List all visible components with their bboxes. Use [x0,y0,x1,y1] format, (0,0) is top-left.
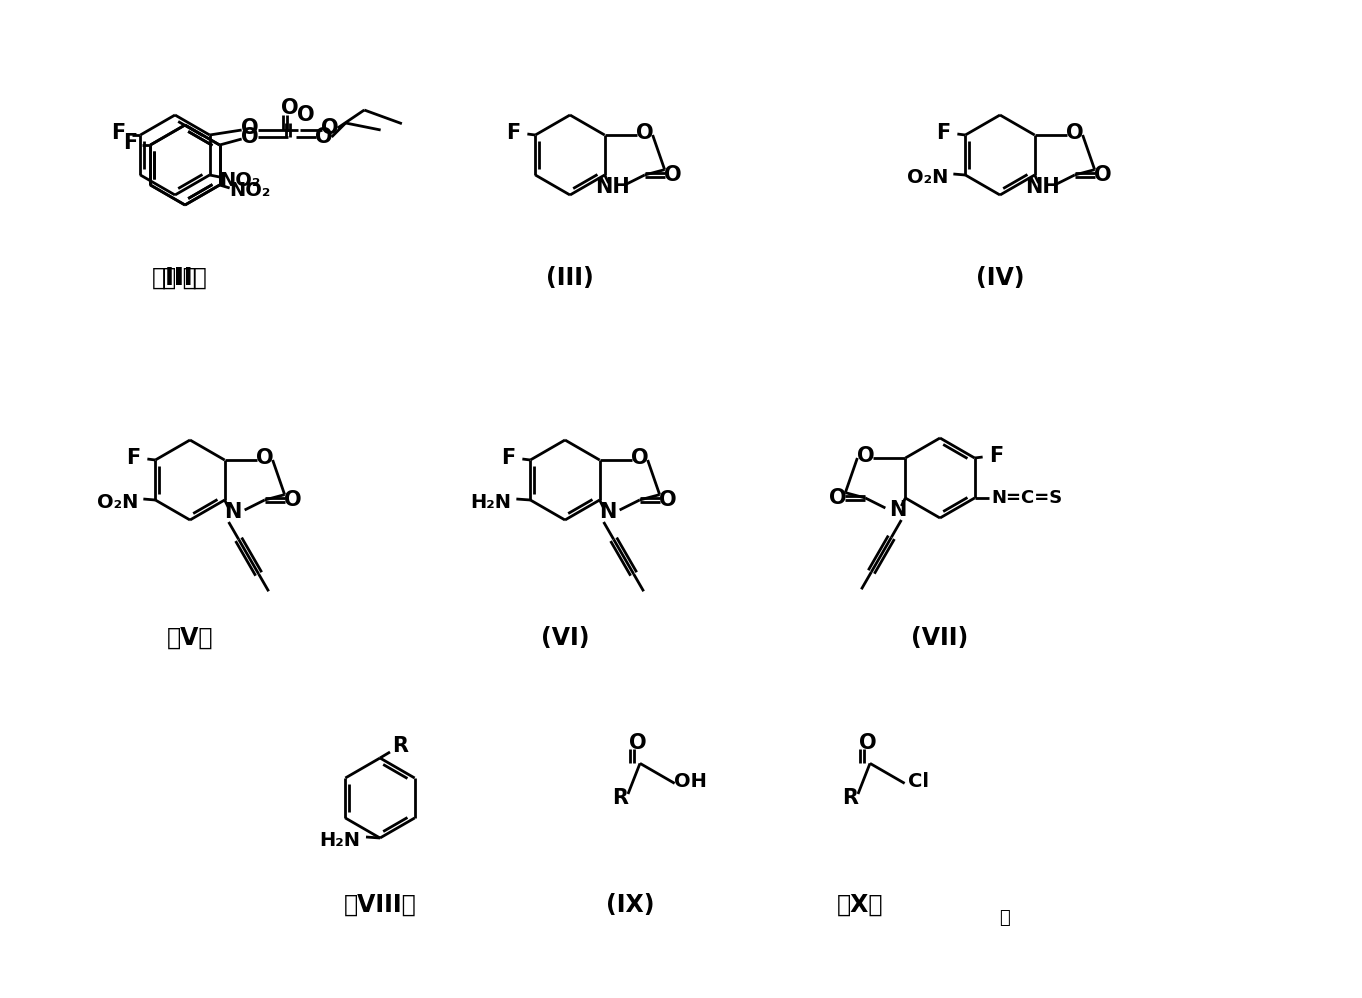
Text: N: N [599,502,617,522]
Text: O: O [321,118,338,138]
Text: O: O [281,98,298,118]
Text: O: O [659,490,677,510]
Text: O: O [859,734,877,753]
Text: H₂N: H₂N [320,830,361,849]
Text: O: O [241,118,259,138]
Text: (VI): (VI) [541,626,590,650]
Text: O: O [631,448,648,468]
Text: N: N [223,502,241,522]
Text: O: O [1094,165,1111,185]
Text: F: F [112,123,125,143]
Text: O: O [297,105,315,125]
Text: O: O [857,446,874,466]
Text: O: O [636,123,654,143]
Text: O: O [828,488,846,508]
Text: OH: OH [674,771,707,790]
Text: N: N [888,500,906,520]
Text: （II）: （II） [162,266,208,290]
Text: R: R [392,736,409,756]
Text: NH: NH [1026,177,1060,197]
Text: NH: NH [595,177,631,197]
Text: （II）: （II） [153,266,197,290]
Text: F: F [507,123,520,143]
Text: O: O [283,490,301,510]
Text: F: F [990,446,1004,466]
Text: O: O [663,165,681,185]
Text: 。: 。 [1000,909,1011,927]
Text: （VIII）: （VIII） [343,893,417,917]
Text: F: F [936,123,951,143]
Text: (IX): (IX) [606,893,654,917]
Text: N=C=S: N=C=S [992,489,1062,507]
Text: F: F [123,133,138,153]
Text: O: O [315,127,332,147]
Text: (VII): (VII) [911,626,968,650]
Text: (III): (III) [546,266,594,290]
Text: NO₂: NO₂ [229,181,270,200]
Text: O: O [629,734,647,753]
Text: O: O [1066,123,1083,143]
Text: O₂N: O₂N [907,168,948,187]
Text: R: R [842,788,858,808]
Text: O: O [241,127,259,147]
Text: O₂N: O₂N [97,492,138,512]
Text: R: R [612,788,628,808]
Text: O: O [256,448,274,468]
Text: （X）: （X） [836,893,883,917]
Text: (IV): (IV) [975,266,1024,290]
Text: F: F [501,448,515,468]
Text: F: F [127,448,140,468]
Text: Cl: Cl [908,771,929,790]
Text: NO₂: NO₂ [219,171,260,190]
Text: H₂N: H₂N [470,492,511,512]
Text: （V）: （V） [166,626,214,650]
